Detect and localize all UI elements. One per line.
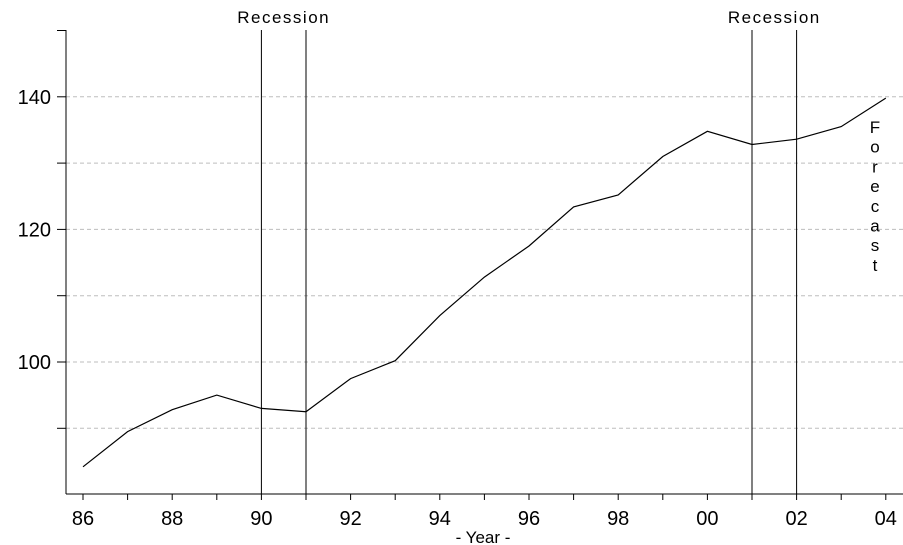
y-ticks: 100 120 140 — [18, 30, 66, 429]
y-tick-label: 140 — [18, 87, 51, 109]
x-tick-label: 02 — [785, 508, 807, 530]
x-tick-label: 04 — [875, 508, 897, 530]
grid-lines — [66, 96, 903, 429]
x-tick-label: 00 — [696, 508, 718, 530]
axes — [65, 30, 903, 495]
x-tick-label: 94 — [429, 508, 451, 530]
y-tick-label: 100 — [18, 352, 51, 374]
x-tick-label: 86 — [72, 508, 94, 530]
recession-lines — [260, 30, 798, 494]
x-tick-label: 90 — [250, 508, 272, 530]
x-tick-label: 96 — [518, 508, 540, 530]
recession-label: Recession — [728, 8, 821, 27]
recession-labels: Recession Recession — [237, 8, 821, 27]
x-tick-label: 88 — [161, 508, 183, 530]
series-line — [82, 97, 887, 468]
x-ticks: 86 88 90 92 94 96 98 00 02 04 — [72, 494, 897, 530]
x-tick-label: 92 — [339, 508, 361, 530]
x-tick-label: 98 — [607, 508, 629, 530]
x-axis-title: - Year - — [456, 528, 511, 545]
recession-label: Recession — [237, 8, 330, 27]
y-tick-label: 120 — [18, 219, 51, 241]
